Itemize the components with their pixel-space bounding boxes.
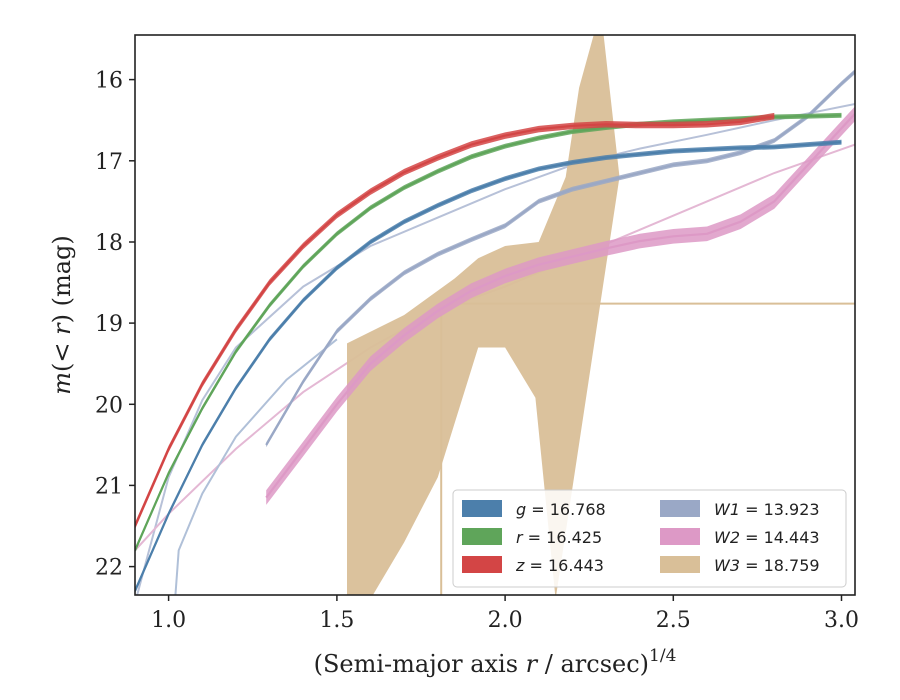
plot-area	[135, 35, 855, 595]
legend-swatch	[660, 500, 700, 517]
y-tick-label: 18	[95, 231, 123, 256]
x-tick-label: 1.0	[151, 608, 186, 633]
legend-swatch	[462, 528, 502, 545]
legend-label: r = 16.425	[516, 528, 602, 547]
y-tick-label: 22	[95, 556, 123, 581]
series-z	[135, 112, 775, 530]
legend-swatch	[462, 500, 502, 517]
series-r-line	[135, 114, 842, 551]
legend-box	[452, 489, 847, 588]
legend-swatch	[462, 556, 502, 573]
legend-item-W2: W2 = 14.443	[660, 528, 820, 547]
plot-frame	[134, 34, 856, 596]
data-series	[135, 35, 855, 595]
series-W2	[265, 106, 855, 505]
series-r	[135, 112, 842, 553]
x-tick-label: 2.5	[656, 608, 691, 633]
legend-item-z: z = 16.443	[462, 556, 604, 575]
series-z-line	[135, 115, 775, 527]
y-tick-label: 17	[95, 150, 123, 175]
y-tick-label: 19	[95, 312, 123, 337]
x-tick-label: 2.0	[488, 608, 523, 633]
legend-label: W2 = 14.443	[714, 528, 820, 547]
y-axis-label: m(< r) (mag)	[48, 235, 76, 395]
y-tick-label: 16	[95, 69, 123, 94]
legend-label: W1 = 13.923	[714, 500, 820, 519]
legend-item-g: g = 16.768	[462, 500, 606, 519]
legend-swatch	[660, 556, 700, 573]
series-W1-line	[265, 70, 855, 446]
legend-label: g = 16.768	[516, 500, 606, 519]
y-tick-label: 20	[95, 393, 123, 418]
legend-item-W3: W3 = 18.759	[660, 556, 820, 575]
series-g-line	[135, 141, 842, 592]
series-W2-line	[265, 112, 855, 499]
legend-swatch	[660, 528, 700, 545]
legend-item-W1: W1 = 13.923	[660, 500, 820, 519]
x-axis-label: (Semi-major axis r / arcsec)1/4	[314, 646, 677, 678]
series-W3	[347, 35, 855, 595]
series-g	[135, 139, 842, 594]
legend-label: W3 = 18.759	[714, 556, 820, 575]
legend-label: z = 16.443	[515, 556, 604, 575]
legend: g = 16.768 r = 16.425 z = 16.443 W1 = 13.92…	[452, 489, 847, 588]
axis-ticks: 1.0 1.5 2.0 2.5 3.0 16 17 18 19 20 21 22	[95, 69, 859, 633]
model-curve-3	[174, 338, 338, 595]
y-tick-label: 21	[95, 474, 123, 499]
series-W3-band	[347, 35, 620, 595]
series-W1	[265, 69, 855, 448]
model-curve-1	[136, 103, 855, 595]
x-tick-label: 1.5	[319, 608, 354, 633]
legend-item-r: r = 16.425	[462, 528, 602, 547]
x-tick-label: 3.0	[824, 608, 859, 633]
